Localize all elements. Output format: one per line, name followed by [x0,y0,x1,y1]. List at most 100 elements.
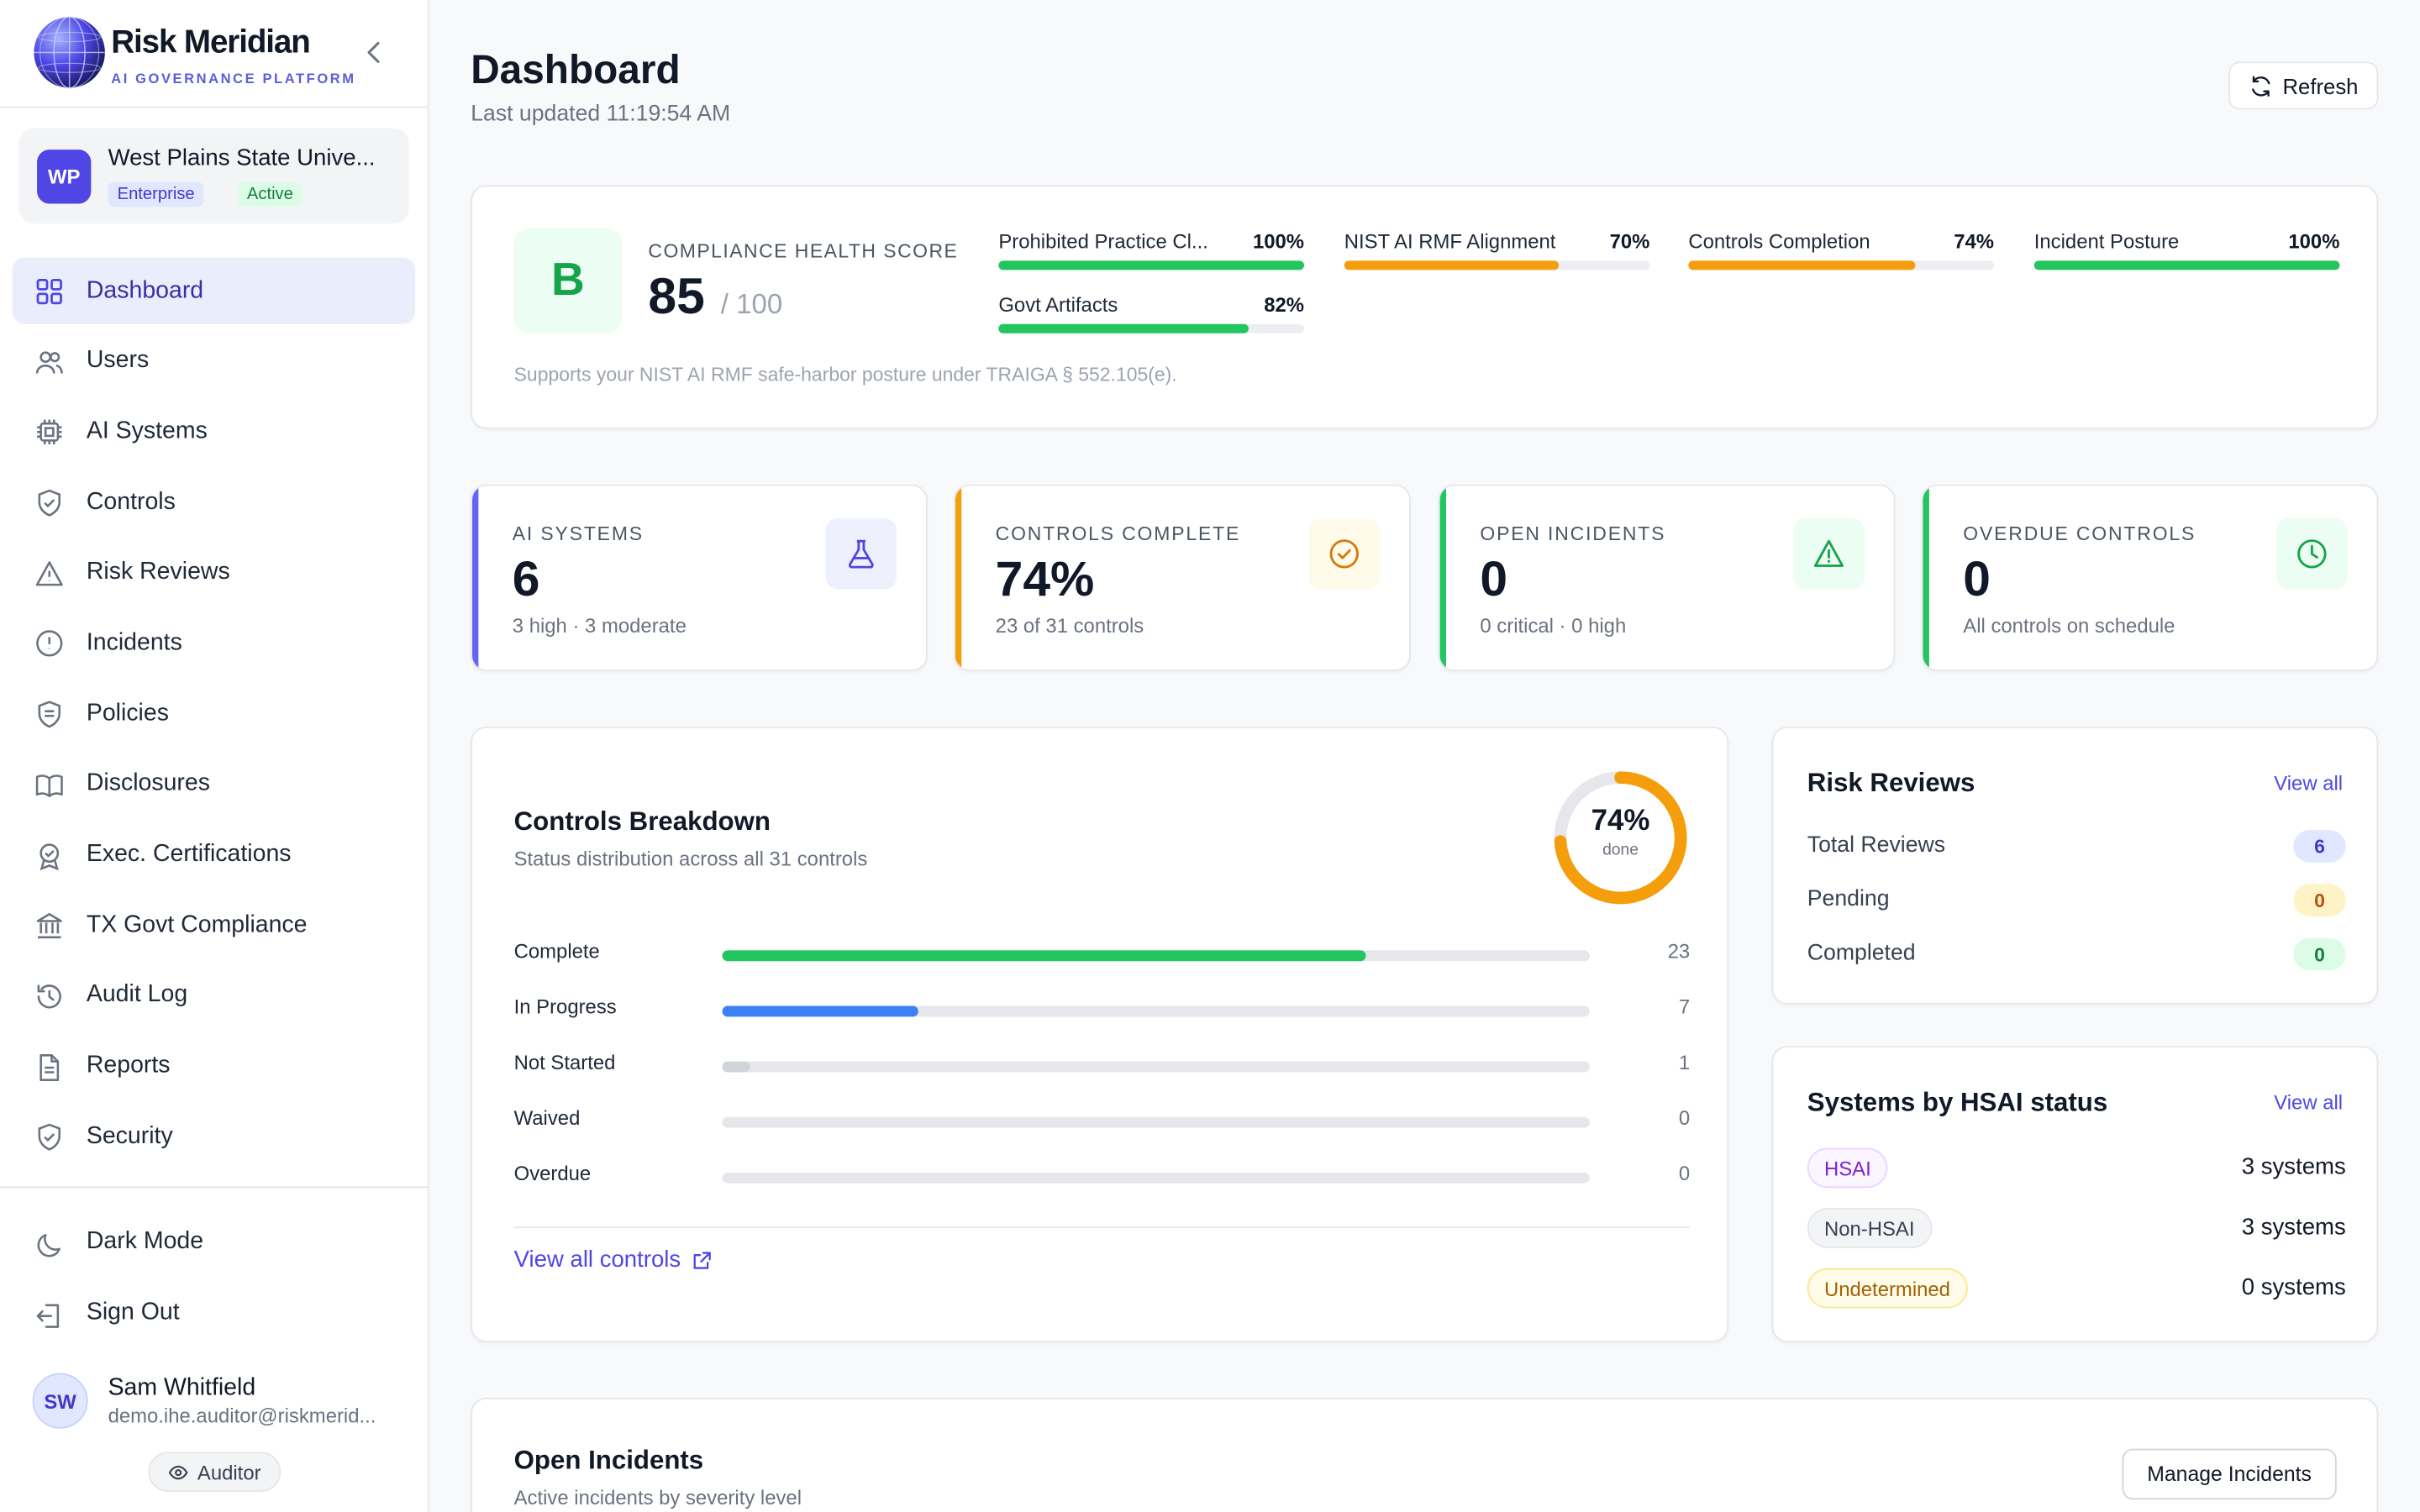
metric-fill [998,323,1249,333]
sidebar-item-disclosures[interactable]: Disclosures [13,751,415,817]
metric-prohibited-practice: Prohibited Practice Cl... 100% [998,229,1305,270]
divider [0,106,429,108]
metric-fill [1344,260,1559,270]
risk-reviews-view-all-link[interactable]: View all [2274,771,2344,795]
metric-track [998,260,1305,270]
sidebar: Risk Meridian AI GOVERNANCE PLATFORM WP … [0,0,429,1512]
breakdown-label: Overdue [513,1162,592,1185]
review-row-pending: Pending 0 [1807,884,2346,917]
sidebar-nav: Dashboard Users AI Systems Controls Risk… [12,257,416,1174]
card-accent [1923,486,1929,670]
metric-label: Prohibited Practice Cl... [998,229,1208,254]
card-accent [472,486,479,670]
review-label: Completed [1807,941,1916,966]
sidebar-item-reports[interactable]: Reports [13,1033,415,1100]
sidebar-item-label: TX Govt Compliance [86,911,308,938]
sidebar-item-dashboard[interactable]: Dashboard [12,257,416,324]
card-accent [1439,486,1446,670]
dark-mode-toggle[interactable]: Dark Mode [13,1211,415,1273]
hsai-status-pill: HSAI [1807,1147,1888,1189]
manage-incidents-button[interactable]: Manage Incidents [2122,1448,2337,1500]
sidebar-item-incidents[interactable]: Incidents [13,610,415,676]
stat-value: 6 [512,550,540,606]
stat-card-open-incidents[interactable]: OPEN INCIDENTS 0 0 critical · 0 high [1438,484,1896,671]
landmark-icon [36,913,62,939]
review-label: Total Reviews [1807,832,1946,858]
metric-incident-posture: Incident Posture 100% [2033,229,2340,270]
globe-logo-icon [34,16,105,89]
stat-card-ai-systems[interactable]: AI SYSTEMS 6 3 high · 3 moderate [471,484,928,671]
metric-label: Controls Completion [1688,229,1870,254]
sidebar-item-label: AI Systems [86,417,208,444]
moon-icon [37,1233,60,1257]
external-link-icon [693,1251,712,1268]
breakdown-track [722,1172,1590,1184]
breakdown-count: 1 [1678,1050,1691,1074]
breakdown-row-not-started: Not Started 1 [514,1051,1691,1082]
hsai-count: 3 systems [2241,1153,2346,1181]
org-avatar: WP [37,150,92,204]
sidebar-item-policies[interactable]: Policies [13,680,415,747]
score-max: / 100 [720,288,783,320]
flask-icon [825,518,897,590]
review-count-badge: 0 [2293,884,2346,916]
hsai-count: 0 systems [2241,1274,2346,1301]
hsai-view-all-link[interactable]: View all [2274,1090,2344,1115]
section-subtitle: Status distribution across all 31 contro… [513,847,868,870]
view-all-controls-label: View all controls [513,1247,681,1273]
sidebar-item-users[interactable]: Users [13,328,415,395]
metric-track [998,323,1305,333]
stat-card-controls-complete[interactable]: CONTROLS COMPLETE 74% 23 of 31 controls [954,484,1411,671]
metric-label: NIST AI RMF Alignment [1344,229,1556,254]
cpu-icon [37,420,62,445]
users-icon [35,350,63,374]
status-badge: Active [237,181,302,207]
metric-percent: 100% [2288,229,2340,254]
section-title: Risk Reviews [1807,768,1975,798]
metric-govt-artifacts: Govt Artifacts 82% [998,293,1305,333]
chevron-left-icon[interactable] [358,37,389,68]
breakdown-count: 0 [1678,1162,1691,1185]
sidebar-item-risk-reviews[interactable]: Risk Reviews [13,539,415,606]
sidebar-item-label: Risk Reviews [86,559,230,585]
stat-card-overdue-controls[interactable]: OVERDUE CONTROLS 0 All controls on sched… [1921,484,2379,671]
metric-percent: 70% [1609,229,1650,254]
refresh-icon [2252,75,2270,97]
review-label: Pending [1807,887,1890,912]
sidebar-item-tx-govt-compliance[interactable]: TX Govt Compliance [13,892,415,958]
score-label: COMPLIANCE HEALTH SCORE [648,240,959,263]
breakdown-row-overdue: Overdue 0 [514,1162,1691,1193]
org-name: West Plains State Unive... [108,144,376,171]
hsai-status-card: Systems by HSAI status View all HSAI 3 s… [1771,1046,2379,1342]
sidebar-item-label: Security [86,1122,173,1149]
sign-out-button[interactable]: Sign Out [13,1282,415,1343]
brand[interactable]: Risk Meridian AI GOVERNANCE PLATFORM [31,13,402,96]
metric-label: Incident Posture [2033,229,2180,254]
book-open-icon [35,774,63,797]
sidebar-item-label: Reports [86,1052,171,1079]
breakdown-track [722,1061,1590,1073]
breakdown-fill [722,950,1366,962]
stat-value: 74% [995,550,1095,606]
sidebar-item-security[interactable]: Security [13,1104,415,1170]
section-title: Open Incidents [513,1445,704,1475]
hsai-status-pill: Undetermined [1807,1268,1968,1309]
metric-fill [1688,260,1915,270]
sidebar-item-exec-certifications[interactable]: Exec. Certifications [13,822,415,888]
sidebar-item-ai-systems[interactable]: AI Systems [13,399,415,465]
controls-breakdown-card: Controls Breakdown Status distribution a… [471,727,1729,1342]
breakdown-fill [722,1061,750,1073]
refresh-button[interactable]: Refresh [2228,61,2379,110]
sidebar-item-label: Users [86,347,150,374]
review-row-completed: Completed 0 [1807,937,2346,972]
sidebar-item-controls[interactable]: Controls [13,469,415,535]
hsai-row: Non-HSAI 3 systems [1807,1208,2346,1251]
view-all-controls-link[interactable]: View all controls [514,1247,713,1273]
stat-label: OPEN INCIDENTS [1480,522,1666,545]
open-incidents-card: Open Incidents Active incidents by sever… [471,1398,2379,1512]
org-switcher[interactable]: WP West Plains State Unive... Enterprise… [18,128,409,224]
hsai-count: 3 systems [2241,1214,2346,1241]
sidebar-item-audit-log[interactable]: Audit Log [13,963,415,1029]
metric-track [1344,260,1650,270]
avatar[interactable]: SW [32,1373,88,1429]
